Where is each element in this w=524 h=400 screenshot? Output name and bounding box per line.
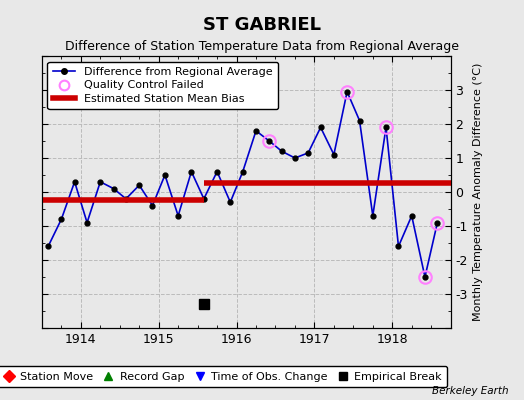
Text: Difference of Station Temperature Data from Regional Average: Difference of Station Temperature Data f…: [65, 40, 459, 53]
Text: Berkeley Earth: Berkeley Earth: [432, 386, 508, 396]
Y-axis label: Monthly Temperature Anomaly Difference (°C): Monthly Temperature Anomaly Difference (…: [473, 63, 484, 321]
Text: ST GABRIEL: ST GABRIEL: [203, 16, 321, 34]
Legend: Station Move, Record Gap, Time of Obs. Change, Empirical Break: Station Move, Record Gap, Time of Obs. C…: [0, 366, 447, 387]
